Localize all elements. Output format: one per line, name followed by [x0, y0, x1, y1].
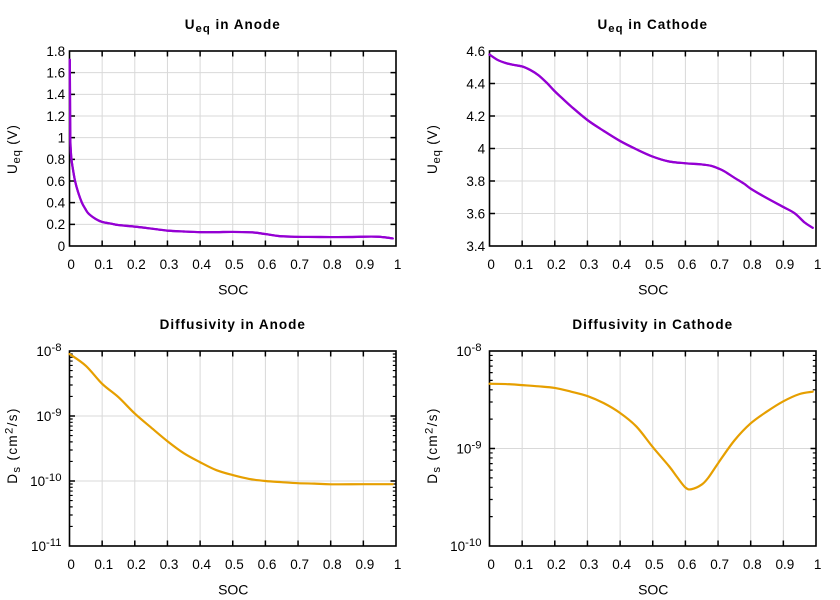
svg-text:0.3: 0.3	[580, 557, 599, 572]
svg-text:0.5: 0.5	[225, 557, 244, 572]
svg-text:4.6: 4.6	[466, 44, 485, 59]
svg-text:0.8: 0.8	[743, 557, 762, 572]
svg-text:0.8: 0.8	[46, 152, 65, 167]
svg-text:0.9: 0.9	[776, 257, 795, 272]
svg-text:Diffusivity in Anode: Diffusivity in Anode	[160, 317, 306, 332]
svg-text:1: 1	[814, 557, 822, 572]
svg-text:1: 1	[58, 131, 66, 146]
svg-text:0.8: 0.8	[323, 257, 342, 272]
svg-text:3.4: 3.4	[466, 239, 485, 254]
svg-text:1.2: 1.2	[46, 109, 65, 124]
svg-text:3.6: 3.6	[466, 206, 485, 221]
svg-text:1.8: 1.8	[46, 44, 65, 59]
svg-text:0.5: 0.5	[645, 557, 664, 572]
svg-text:0.5: 0.5	[225, 257, 244, 272]
svg-text:0.4: 0.4	[612, 557, 631, 572]
svg-text:0.2: 0.2	[127, 257, 146, 272]
svg-text:0.3: 0.3	[160, 557, 179, 572]
svg-text:0.3: 0.3	[580, 257, 599, 272]
svg-text:Diffusivity in Cathode: Diffusivity in Cathode	[572, 317, 733, 332]
svg-text:0: 0	[487, 257, 495, 272]
svg-text:0.1: 0.1	[514, 257, 533, 272]
svg-text:Ueq in Cathode: Ueq in Cathode	[598, 17, 708, 35]
svg-text:1: 1	[394, 257, 402, 272]
svg-text:0.8: 0.8	[323, 557, 342, 572]
svg-text:0.7: 0.7	[710, 257, 729, 272]
svg-text:0: 0	[487, 557, 495, 572]
svg-text:0.2: 0.2	[46, 217, 65, 232]
svg-text:3.8: 3.8	[466, 174, 485, 189]
svg-text:0.5: 0.5	[645, 257, 664, 272]
svg-text:1: 1	[394, 557, 402, 572]
svg-text:0.6: 0.6	[258, 257, 277, 272]
svg-text:0.2: 0.2	[547, 557, 566, 572]
svg-text:0.7: 0.7	[290, 257, 309, 272]
svg-text:0.1: 0.1	[94, 557, 113, 572]
svg-text:0.8: 0.8	[743, 257, 762, 272]
svg-text:0.4: 0.4	[192, 257, 211, 272]
svg-text:1.4: 1.4	[46, 87, 65, 102]
svg-text:0: 0	[67, 557, 75, 572]
svg-text:0.9: 0.9	[356, 257, 375, 272]
svg-text:0.4: 0.4	[612, 257, 631, 272]
svg-text:0.1: 0.1	[514, 557, 533, 572]
svg-text:SOC: SOC	[218, 282, 248, 298]
svg-text:0.7: 0.7	[710, 557, 729, 572]
svg-text:0.3: 0.3	[160, 257, 179, 272]
svg-text:0.6: 0.6	[46, 174, 65, 189]
svg-text:0.7: 0.7	[290, 557, 309, 572]
svg-text:0.6: 0.6	[678, 557, 697, 572]
svg-text:SOC: SOC	[638, 282, 668, 298]
svg-text:0.1: 0.1	[94, 257, 113, 272]
svg-text:Ds (cm2/s): Ds (cm2/s)	[424, 407, 444, 483]
svg-text:1.6: 1.6	[46, 66, 65, 81]
svg-text:4.4: 4.4	[466, 76, 485, 91]
svg-text:1: 1	[814, 257, 822, 272]
svg-text:SOC: SOC	[638, 582, 668, 598]
svg-text:4.2: 4.2	[466, 109, 485, 124]
svg-text:Ds (cm2/s): Ds (cm2/s)	[4, 407, 24, 483]
svg-text:0.9: 0.9	[356, 557, 375, 572]
svg-text:0: 0	[58, 239, 66, 254]
svg-text:Ueq (V): Ueq (V)	[5, 124, 23, 174]
svg-text:0.6: 0.6	[258, 557, 277, 572]
svg-text:0: 0	[67, 257, 75, 272]
svg-text:0.4: 0.4	[192, 557, 211, 572]
svg-text:0.9: 0.9	[776, 557, 795, 572]
svg-text:0.2: 0.2	[127, 557, 146, 572]
svg-text:0.6: 0.6	[678, 257, 697, 272]
svg-text:SOC: SOC	[218, 582, 248, 598]
svg-text:0.2: 0.2	[547, 257, 566, 272]
svg-text:0.4: 0.4	[46, 196, 65, 211]
svg-text:4: 4	[478, 141, 486, 156]
